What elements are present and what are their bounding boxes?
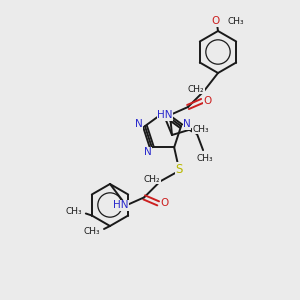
Text: CH₂: CH₂ [188,85,204,94]
Text: CH₃: CH₃ [197,154,213,163]
Text: S: S [176,163,183,176]
Text: HN: HN [157,110,173,120]
Text: N: N [135,119,143,129]
Text: CH₃: CH₃ [193,124,209,134]
Text: HN: HN [113,200,129,210]
Text: N: N [183,119,191,129]
Text: O: O [211,16,219,26]
Text: O: O [204,96,212,106]
Text: O: O [160,198,168,208]
Text: CH₂: CH₂ [144,175,160,184]
Text: CH₃: CH₃ [228,16,244,26]
Text: CH₃: CH₃ [84,227,100,236]
Text: CH₃: CH₃ [65,207,82,216]
Text: N: N [144,147,152,158]
